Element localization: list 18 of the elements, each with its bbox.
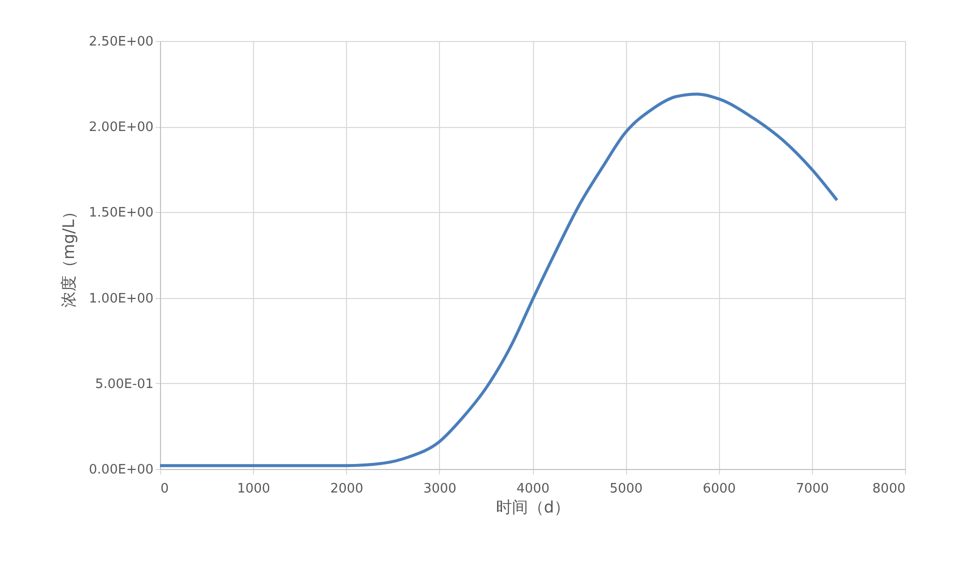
x-tick-label: 3000 xyxy=(423,482,456,496)
y-tick-label: 0.00E+00 xyxy=(88,462,154,478)
x-tick-label: 2000 xyxy=(330,482,364,496)
y-tick-label: 1.50E+00 xyxy=(88,206,154,221)
x-axis-title: 时间（d） xyxy=(496,498,570,516)
x-tick-label: 4000 xyxy=(516,482,550,496)
y-tick-label: 2.50E+00 xyxy=(88,34,154,50)
x-tick-label: 0 xyxy=(160,482,169,496)
line-series xyxy=(158,92,839,468)
x-tick-label: 5000 xyxy=(610,482,643,496)
y-tick-label: 2.00E+00 xyxy=(88,120,154,136)
y-axis-title: 浓度（mg/L） xyxy=(58,203,78,308)
x-tick-label: 7000 xyxy=(796,482,829,496)
y-tick-label: 1.00E+00 xyxy=(88,291,154,306)
x-tick-label: 8000 xyxy=(872,482,906,496)
x-tick-label: 1000 xyxy=(237,482,270,496)
x-tick-label: 6000 xyxy=(702,482,736,496)
y-tick-label: 5.00E-01 xyxy=(95,376,154,392)
